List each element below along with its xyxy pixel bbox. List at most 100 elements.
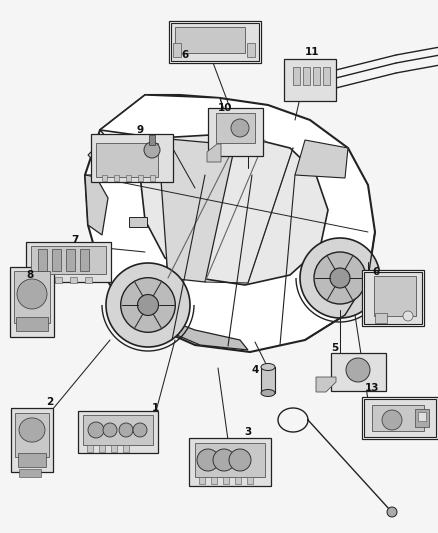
Text: 11: 11 bbox=[305, 47, 319, 57]
Bar bbox=[123, 445, 129, 451]
Bar bbox=[208, 108, 262, 156]
Circle shape bbox=[106, 263, 190, 347]
Bar bbox=[18, 453, 46, 467]
Bar bbox=[80, 249, 88, 271]
Polygon shape bbox=[85, 175, 108, 235]
Bar bbox=[66, 249, 74, 271]
Bar bbox=[303, 67, 310, 85]
Bar bbox=[16, 317, 48, 331]
Text: 9: 9 bbox=[137, 125, 144, 135]
Polygon shape bbox=[207, 144, 221, 162]
Ellipse shape bbox=[261, 390, 275, 397]
Ellipse shape bbox=[19, 418, 45, 442]
Bar bbox=[171, 23, 259, 61]
Bar bbox=[149, 135, 155, 145]
Polygon shape bbox=[148, 308, 248, 350]
Text: 10: 10 bbox=[218, 103, 232, 113]
Bar bbox=[99, 445, 105, 451]
Bar bbox=[126, 175, 131, 181]
Text: 2: 2 bbox=[46, 397, 53, 407]
Polygon shape bbox=[316, 377, 336, 392]
Circle shape bbox=[138, 295, 159, 316]
Bar bbox=[70, 277, 77, 283]
Bar bbox=[364, 272, 422, 324]
Ellipse shape bbox=[17, 279, 47, 309]
Text: 8: 8 bbox=[26, 270, 34, 280]
Bar bbox=[83, 415, 153, 445]
Circle shape bbox=[133, 423, 147, 437]
Bar bbox=[312, 67, 319, 85]
Bar bbox=[415, 409, 429, 427]
Circle shape bbox=[88, 422, 104, 438]
Bar bbox=[375, 313, 387, 323]
Bar bbox=[91, 134, 173, 182]
Circle shape bbox=[103, 423, 117, 437]
Bar bbox=[247, 43, 255, 57]
Ellipse shape bbox=[261, 364, 275, 370]
Circle shape bbox=[231, 119, 249, 137]
Circle shape bbox=[314, 252, 366, 304]
Polygon shape bbox=[140, 135, 328, 285]
Bar bbox=[223, 477, 229, 483]
Circle shape bbox=[229, 449, 251, 471]
Polygon shape bbox=[158, 138, 235, 282]
Polygon shape bbox=[85, 95, 375, 352]
Bar bbox=[39, 277, 46, 283]
Bar bbox=[52, 249, 60, 271]
Bar bbox=[102, 175, 106, 181]
Bar bbox=[113, 175, 119, 181]
Polygon shape bbox=[100, 95, 235, 278]
Bar bbox=[138, 175, 142, 181]
Bar bbox=[19, 469, 41, 477]
Bar bbox=[362, 270, 424, 326]
Bar bbox=[169, 21, 261, 63]
Text: 1: 1 bbox=[152, 403, 159, 413]
Bar bbox=[261, 367, 275, 393]
Bar bbox=[14, 271, 50, 323]
Circle shape bbox=[213, 449, 235, 471]
Circle shape bbox=[121, 278, 175, 332]
Text: 13: 13 bbox=[365, 383, 379, 393]
Bar bbox=[211, 477, 217, 483]
Polygon shape bbox=[88, 145, 115, 165]
Circle shape bbox=[330, 268, 350, 288]
Bar bbox=[175, 27, 245, 53]
Bar bbox=[25, 242, 110, 282]
Bar bbox=[96, 143, 158, 177]
Bar bbox=[195, 443, 265, 477]
Text: 5: 5 bbox=[332, 343, 339, 353]
Bar bbox=[87, 445, 93, 451]
Bar bbox=[322, 67, 329, 85]
Circle shape bbox=[197, 449, 219, 471]
Circle shape bbox=[382, 410, 402, 430]
Bar bbox=[149, 175, 155, 181]
Circle shape bbox=[387, 507, 397, 517]
Bar bbox=[78, 411, 158, 453]
Text: 4: 4 bbox=[251, 365, 259, 375]
Polygon shape bbox=[295, 140, 348, 178]
Bar bbox=[31, 246, 106, 274]
Bar bbox=[418, 411, 426, 421]
Bar bbox=[293, 67, 300, 85]
Bar bbox=[331, 353, 385, 391]
Text: 6: 6 bbox=[372, 267, 380, 277]
Bar bbox=[189, 438, 271, 486]
Text: 3: 3 bbox=[244, 427, 251, 437]
Bar bbox=[85, 277, 92, 283]
Bar bbox=[129, 217, 147, 227]
Text: 7: 7 bbox=[71, 235, 79, 245]
Bar bbox=[11, 408, 53, 472]
Circle shape bbox=[300, 238, 380, 318]
Bar bbox=[362, 397, 438, 439]
Text: 6: 6 bbox=[181, 50, 189, 60]
Bar bbox=[374, 276, 416, 316]
Bar bbox=[38, 249, 46, 271]
Bar bbox=[364, 399, 436, 437]
Bar bbox=[235, 477, 241, 483]
Circle shape bbox=[119, 423, 133, 437]
Bar bbox=[111, 445, 117, 451]
Circle shape bbox=[346, 358, 370, 382]
Bar bbox=[10, 267, 54, 337]
Bar bbox=[199, 477, 205, 483]
Circle shape bbox=[403, 311, 413, 321]
